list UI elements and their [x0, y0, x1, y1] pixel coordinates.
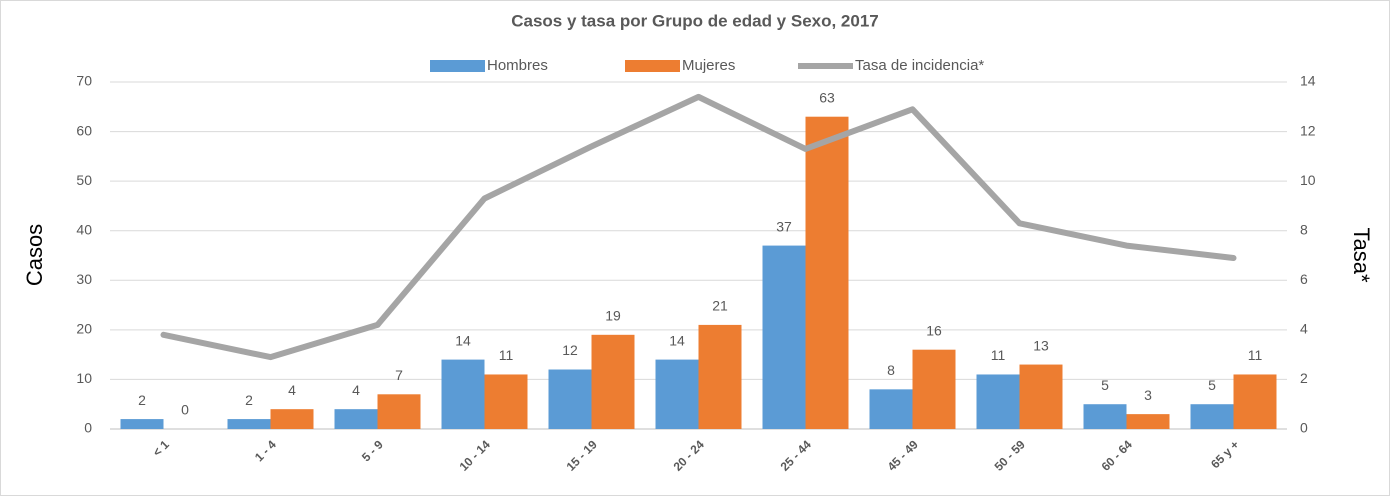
data-label: 14 [455, 332, 471, 348]
y-tick-label: 40 [76, 221, 92, 237]
y2-tick-label: 10 [1300, 172, 1316, 188]
y-tick-label: 0 [84, 420, 92, 436]
data-label: 3 [1144, 387, 1152, 403]
data-label: 13 [1033, 337, 1049, 353]
bar [1126, 414, 1170, 429]
bar [548, 369, 592, 429]
bar [484, 374, 528, 429]
y-tick-label: 30 [76, 271, 92, 287]
data-label: 16 [926, 322, 942, 338]
data-label: 8 [887, 362, 895, 378]
y2-tick-label: 6 [1300, 271, 1308, 287]
data-label: 63 [819, 89, 835, 105]
bar [1083, 404, 1127, 429]
data-label: 11 [991, 347, 1006, 363]
data-label: 2 [138, 392, 146, 408]
bar [120, 419, 164, 429]
bar [591, 334, 635, 429]
data-label: 12 [562, 342, 578, 358]
y2-tick-label: 0 [1300, 420, 1308, 436]
bar [912, 349, 956, 429]
bar [334, 409, 378, 429]
bar [805, 116, 849, 429]
data-label: 11 [499, 347, 514, 363]
y-tick-label: 20 [76, 321, 92, 337]
data-label: 37 [776, 218, 792, 234]
chart-title: Casos y tasa por Grupo de edad y Sexo, 2… [511, 11, 879, 30]
bar [1233, 374, 1277, 429]
bar [976, 374, 1020, 429]
data-label: 14 [669, 332, 685, 348]
y-tick-label: 70 [76, 73, 92, 89]
bar [377, 394, 421, 429]
legend-label: Hombres [487, 57, 548, 74]
data-label: 2 [245, 392, 253, 408]
y-tick-label: 50 [76, 172, 92, 188]
legend-swatch [625, 60, 680, 72]
y2-tick-label: 14 [1300, 73, 1316, 89]
bar [698, 324, 742, 429]
legend-swatch [430, 60, 485, 72]
data-label: 11 [1248, 347, 1263, 363]
bar [1019, 364, 1063, 429]
bar [1190, 404, 1234, 429]
bar [441, 359, 485, 429]
y2-tick-label: 12 [1300, 122, 1316, 138]
y-tick-label: 60 [76, 122, 92, 138]
data-label: 5 [1101, 377, 1109, 393]
y2-tick-label: 2 [1300, 370, 1308, 386]
line [160, 93, 1237, 361]
legend-label: Tasa de incidencia* [855, 57, 984, 74]
data-label: 19 [605, 308, 621, 324]
y-tick-label: 10 [76, 370, 92, 386]
legend-label: Mujeres [682, 57, 735, 74]
data-label: 4 [352, 382, 360, 398]
bar [270, 409, 314, 429]
y2-axis-label: Tasa* [1349, 227, 1374, 282]
data-label: 0 [181, 402, 189, 418]
bar [762, 245, 806, 429]
data-label: 7 [395, 367, 403, 383]
bar [869, 389, 913, 429]
bar [655, 359, 699, 429]
data-label: 4 [288, 382, 296, 398]
data-label: 5 [1208, 377, 1216, 393]
bar [227, 419, 271, 429]
y-axis-label: Casos [22, 224, 47, 286]
data-label: 21 [712, 298, 728, 314]
y2-tick-label: 8 [1300, 221, 1308, 237]
y2-tick-label: 4 [1300, 321, 1308, 337]
